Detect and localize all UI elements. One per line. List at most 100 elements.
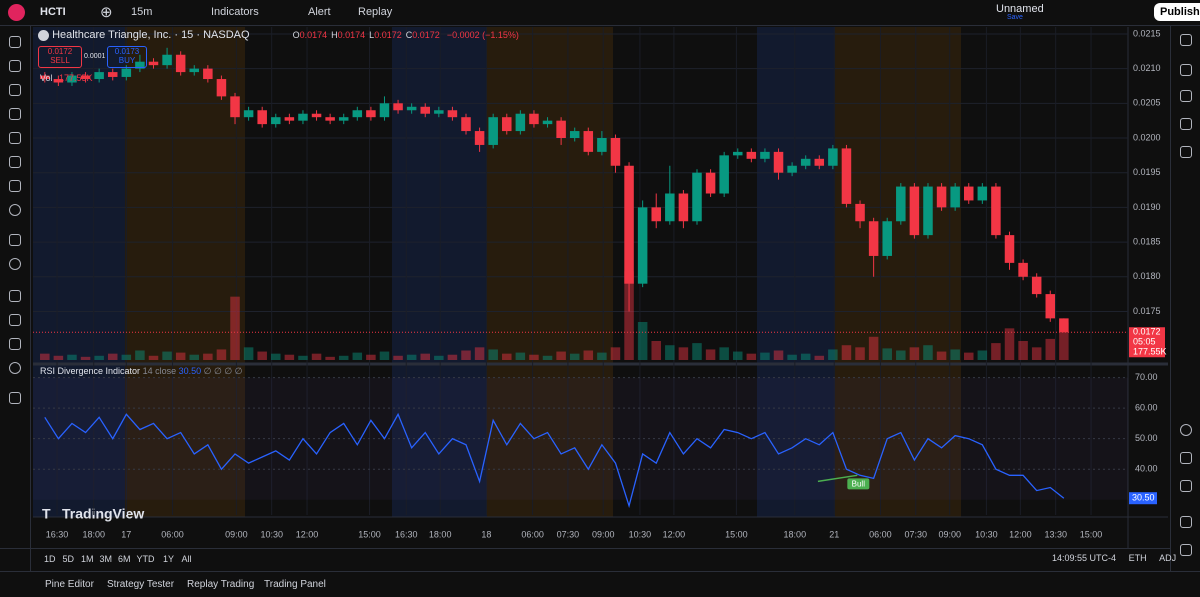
help[interactable]	[1180, 544, 1192, 556]
volume-bar	[583, 350, 594, 360]
interval[interactable]: 15m	[131, 6, 153, 18]
indicators[interactable]: Indicators	[211, 6, 259, 18]
adj[interactable]: ADJ	[1159, 553, 1177, 563]
ohlc-value: 0.0174	[299, 30, 328, 40]
hotlists[interactable]	[1180, 424, 1192, 436]
eth[interactable]: ETH	[1128, 553, 1147, 563]
tool-lock[interactable]	[9, 338, 21, 350]
alerts[interactable]	[1180, 64, 1192, 76]
volume-bar	[53, 355, 64, 360]
range-button[interactable]: 1M	[81, 554, 94, 564]
premarket	[757, 27, 835, 517]
tool-magnet[interactable]	[9, 290, 21, 302]
tool-trash[interactable]	[9, 392, 21, 404]
tool-ruler[interactable]	[9, 234, 21, 246]
chat[interactable]	[1180, 146, 1192, 158]
volume-bar	[800, 353, 811, 360]
publish[interactable]: Publish	[1154, 3, 1200, 21]
y-tick-label: 0.0205	[1133, 98, 1161, 108]
volume-bar	[325, 356, 335, 360]
watchlist[interactable]	[1180, 34, 1192, 46]
panel-tab[interactable]: Strategy Tester	[107, 579, 175, 590]
calendar[interactable]	[1180, 452, 1192, 464]
tool-forecast[interactable]	[9, 132, 21, 144]
news[interactable]	[1180, 516, 1192, 528]
candle-body	[175, 54, 186, 73]
range-button[interactable]: All	[181, 554, 192, 564]
ohlc: O0.0174 H0.0174 L0.0172 C0.0172	[293, 30, 444, 40]
volume-bar	[760, 352, 770, 360]
candle-body	[923, 186, 933, 236]
range-button[interactable]: 5D	[62, 554, 75, 564]
range-button[interactable]: 6M	[118, 554, 131, 564]
legend-title: Healthcare Triangle, Inc. · 15 · NASDAQ	[52, 29, 250, 41]
y-tick-label: 0.0175	[1133, 306, 1161, 316]
x-tick-label: 06:00	[521, 529, 544, 539]
sell-button[interactable]: 0.0172 SELL	[38, 46, 82, 68]
sell-text: SELL	[50, 56, 70, 65]
range-button[interactable]: 3M	[99, 554, 113, 564]
candle-body	[665, 193, 675, 222]
alert[interactable]: Alert	[308, 6, 331, 18]
tool-emoji[interactable]	[9, 204, 21, 216]
panel-tab[interactable]: Pine Editor	[45, 579, 94, 590]
candle-body	[529, 113, 539, 125]
candle-body	[1059, 318, 1069, 333]
tool-lock-draw[interactable]	[9, 314, 21, 326]
ohlc-value: 0.0172	[374, 30, 402, 40]
volume-bar	[977, 350, 988, 360]
volume-bar	[406, 354, 417, 360]
save[interactable]: Save	[1007, 14, 1023, 21]
ideas[interactable]	[1180, 480, 1192, 492]
volume-bar	[257, 351, 267, 360]
tool-line[interactable]	[9, 60, 21, 72]
volume-bar	[366, 354, 376, 360]
y-tick-label: 0.0210	[1133, 63, 1161, 73]
tool-pattern[interactable]	[9, 108, 21, 120]
tool-zoom[interactable]	[9, 258, 21, 270]
x-tick-label: 18	[481, 529, 491, 539]
avatar[interactable]	[8, 4, 25, 21]
candle-body	[502, 117, 512, 132]
tool-fib[interactable]	[9, 84, 21, 96]
volume-bar	[542, 355, 553, 360]
volume-bar	[474, 347, 485, 360]
volume-bar	[678, 347, 689, 360]
rsi-tick-label: 60.00	[1135, 403, 1158, 413]
y-tick-label: 0.0185	[1133, 236, 1161, 246]
brand-logo: T	[42, 506, 51, 522]
tool-hide[interactable]	[9, 362, 21, 374]
symbol[interactable]: HCTI	[40, 6, 66, 18]
candle-body	[624, 165, 634, 284]
panel-tab[interactable]: Replay Trading	[187, 579, 255, 590]
divergence-label-bg	[847, 478, 870, 490]
panel-tab[interactable]: Trading Panel	[264, 579, 326, 590]
data-window[interactable]	[1180, 90, 1192, 102]
volume-bar	[189, 354, 200, 360]
replay[interactable]: Replay	[358, 6, 393, 18]
range-button[interactable]: YTD	[136, 554, 155, 564]
range-button[interactable]: 1Y	[163, 554, 175, 564]
candle-body	[257, 110, 267, 125]
volume-bar	[311, 353, 322, 360]
tool-cursor[interactable]	[9, 36, 21, 48]
range-button[interactable]: 1D	[44, 554, 56, 564]
candle-body	[311, 113, 322, 118]
layout-name[interactable]: Unnamed	[996, 3, 1044, 15]
volume-bar	[963, 352, 974, 360]
volume-bar	[67, 354, 77, 360]
status: 14:09:55 UTC-4 ETH ADJ	[1052, 553, 1176, 563]
add-symbol[interactable]: ⊕	[100, 4, 113, 21]
candle-body	[855, 203, 865, 222]
layers[interactable]	[1180, 118, 1192, 130]
buy-button[interactable]: 0.0173 BUY	[107, 46, 147, 68]
legend-change: −0.0002 (−1.15%)	[446, 30, 519, 40]
tool-brush[interactable]	[9, 156, 21, 168]
volume-bar	[284, 354, 295, 360]
candle-body	[692, 172, 702, 222]
volume-bar	[529, 354, 539, 360]
tool-text[interactable]	[9, 180, 21, 192]
candle-body	[773, 151, 784, 173]
x-tick-label: 15:00	[358, 529, 381, 539]
